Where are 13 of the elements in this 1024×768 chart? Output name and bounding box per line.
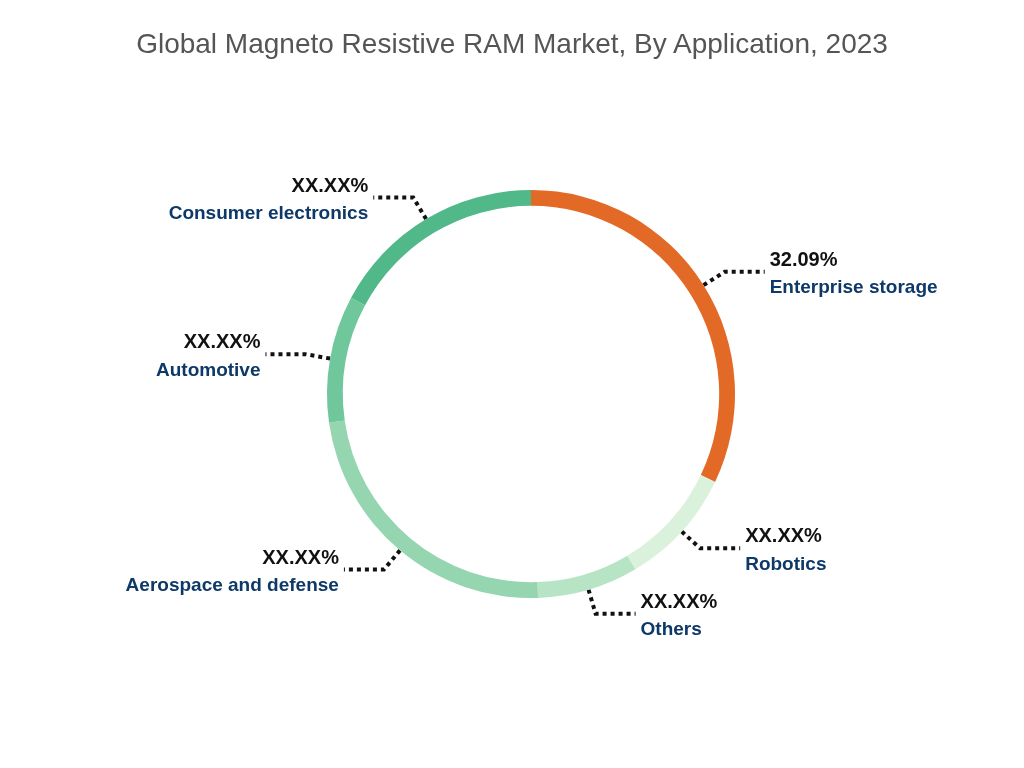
slice-label: Others <box>640 618 702 640</box>
slice-label: Aerospace and defense <box>125 574 339 596</box>
slice-label: Automotive <box>155 358 261 380</box>
slice-label: Enterprise storage <box>769 276 938 298</box>
data-label: XX.XX% <box>291 173 369 196</box>
data-label: 32.09% <box>769 247 838 270</box>
data-label: XX.XX% <box>640 589 718 612</box>
data-label: XX.XX% <box>262 545 340 568</box>
chart-title: Global Magneto Resistive RAM Market, By Application, 2023 <box>136 27 888 59</box>
data-label: XX.XX% <box>183 330 261 353</box>
data-label: XX.XX% <box>745 524 823 547</box>
slice-label: Robotics <box>745 552 827 574</box>
slice-label: Consumer electronics <box>168 202 369 224</box>
